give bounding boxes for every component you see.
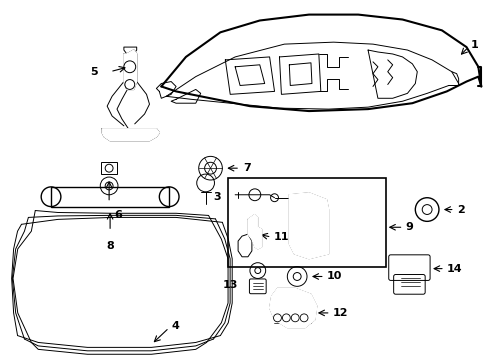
Polygon shape bbox=[289, 193, 328, 259]
Text: 11: 11 bbox=[273, 232, 288, 242]
Bar bbox=[51, 187, 169, 207]
Text: 8: 8 bbox=[106, 241, 114, 251]
Text: 13: 13 bbox=[222, 280, 238, 291]
Text: 10: 10 bbox=[326, 271, 342, 282]
Text: 6: 6 bbox=[114, 210, 122, 220]
Polygon shape bbox=[269, 288, 316, 328]
Polygon shape bbox=[102, 129, 159, 141]
Text: 5: 5 bbox=[90, 67, 98, 77]
Text: 2: 2 bbox=[456, 204, 464, 215]
Text: 4: 4 bbox=[171, 321, 179, 331]
Bar bbox=[101, 162, 117, 174]
Text: 7: 7 bbox=[243, 163, 250, 173]
Text: 12: 12 bbox=[332, 308, 347, 318]
Polygon shape bbox=[123, 50, 137, 89]
Text: 3: 3 bbox=[213, 192, 221, 202]
Text: 1: 1 bbox=[469, 40, 477, 50]
Text: 14: 14 bbox=[446, 264, 462, 274]
Bar bbox=[228, 178, 385, 267]
Text: 9: 9 bbox=[405, 222, 412, 232]
Polygon shape bbox=[247, 215, 261, 249]
